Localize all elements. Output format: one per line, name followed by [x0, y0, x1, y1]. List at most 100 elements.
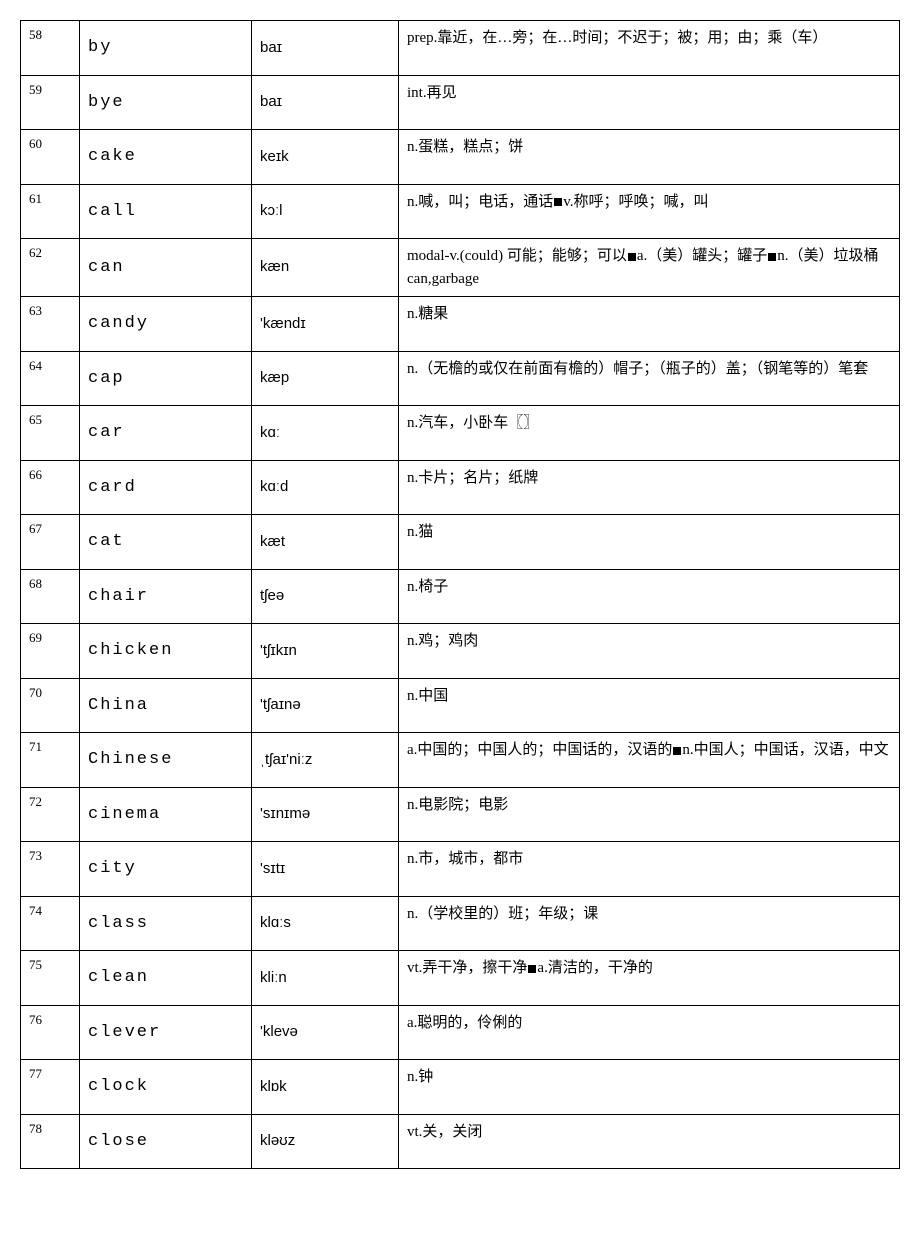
phonetic-cell: 'sɪtɪ	[252, 842, 399, 897]
phonetic-cell: kliːn	[252, 951, 399, 1006]
vocabulary-table-body: 58bybaɪprep.靠近，在…旁；在…时间；不迟于；被；用；由；乘（车）59…	[21, 21, 900, 1169]
row-number: 68	[21, 569, 80, 624]
definition-cell: n.卡片；名片；纸牌	[399, 460, 900, 515]
phonetic-cell: tʃeə	[252, 569, 399, 624]
definition-cell: n.汽车，小卧车〖〗	[399, 406, 900, 461]
table-row: 59byebaɪint.再见	[21, 75, 900, 130]
word-cell: call	[80, 184, 252, 239]
phonetic-cell: ˌtʃaɪ'niːz	[252, 733, 399, 788]
phonetic-cell: klɑːs	[252, 896, 399, 951]
row-number: 75	[21, 951, 80, 1006]
row-number: 63	[21, 297, 80, 352]
row-number: 69	[21, 624, 80, 679]
phonetic-cell: kæp	[252, 351, 399, 406]
phonetic-cell: 'klevə	[252, 1005, 399, 1060]
row-number: 73	[21, 842, 80, 897]
word-cell: chair	[80, 569, 252, 624]
definition-cell: n.蛋糕，糕点；饼	[399, 130, 900, 185]
word-cell: cinema	[80, 787, 252, 842]
table-row: 75cleankliːnvt.弄干净，擦干净a.清洁的，干净的	[21, 951, 900, 1006]
definition-cell: n.椅子	[399, 569, 900, 624]
word-cell: car	[80, 406, 252, 461]
phonetic-cell: kɑːd	[252, 460, 399, 515]
table-row: 63candy'kændɪn.糖果	[21, 297, 900, 352]
word-cell: Chinese	[80, 733, 252, 788]
phonetic-cell: 'kændɪ	[252, 297, 399, 352]
word-cell: can	[80, 239, 252, 297]
word-cell: close	[80, 1114, 252, 1169]
word-cell: by	[80, 21, 252, 76]
definition-cell: modal-v.(could) 可能；能够；可以a.（美）罐头；罐子n.（美）垃…	[399, 239, 900, 297]
row-number: 67	[21, 515, 80, 570]
table-row: 64capkæpn.（无檐的或仅在前面有檐的）帽子；（瓶子的）盖；（钢笔等的）笔…	[21, 351, 900, 406]
table-row: 67catkætn.猫	[21, 515, 900, 570]
row-number: 60	[21, 130, 80, 185]
phonetic-cell: klɒk	[252, 1060, 399, 1115]
row-number: 72	[21, 787, 80, 842]
definition-cell: a.聪明的，伶俐的	[399, 1005, 900, 1060]
table-row: 72cinema'sɪnɪmən.电影院；电影	[21, 787, 900, 842]
phonetic-cell: kləʊz	[252, 1114, 399, 1169]
phonetic-cell: kæt	[252, 515, 399, 570]
phonetic-cell: 'sɪnɪmə	[252, 787, 399, 842]
table-row: 78closekləʊzvt.关，关闭	[21, 1114, 900, 1169]
table-row: 74classklɑːsn.（学校里的）班；年级；课	[21, 896, 900, 951]
phonetic-cell: keɪk	[252, 130, 399, 185]
word-cell: card	[80, 460, 252, 515]
row-number: 78	[21, 1114, 80, 1169]
table-row: 65carkɑːn.汽车，小卧车〖〗	[21, 406, 900, 461]
definition-cell: n.猫	[399, 515, 900, 570]
row-number: 71	[21, 733, 80, 788]
definition-cell: vt.弄干净，擦干净a.清洁的，干净的	[399, 951, 900, 1006]
table-row: 76clever'klevəa.聪明的，伶俐的	[21, 1005, 900, 1060]
word-cell: clever	[80, 1005, 252, 1060]
row-number: 65	[21, 406, 80, 461]
row-number: 66	[21, 460, 80, 515]
definition-cell: n.钟	[399, 1060, 900, 1115]
table-row: 68chairtʃeən.椅子	[21, 569, 900, 624]
table-row: 62cankænmodal-v.(could) 可能；能够；可以a.（美）罐头；…	[21, 239, 900, 297]
table-row: 58bybaɪprep.靠近，在…旁；在…时间；不迟于；被；用；由；乘（车）	[21, 21, 900, 76]
word-cell: bye	[80, 75, 252, 130]
table-row: 61callkɔːln.喊，叫；电话，通话v.称呼；呼唤；喊，叫	[21, 184, 900, 239]
definition-cell: n.市，城市，都市	[399, 842, 900, 897]
phonetic-cell: baɪ	[252, 21, 399, 76]
definition-cell: n.喊，叫；电话，通话v.称呼；呼唤；喊，叫	[399, 184, 900, 239]
table-row: 77clockklɒkn.钟	[21, 1060, 900, 1115]
word-cell: China	[80, 678, 252, 733]
definition-cell: n.中国	[399, 678, 900, 733]
table-row: 69chicken'tʃɪkɪnn.鸡；鸡肉	[21, 624, 900, 679]
phonetic-cell: 'tʃaɪnə	[252, 678, 399, 733]
phonetic-cell: baɪ	[252, 75, 399, 130]
row-number: 70	[21, 678, 80, 733]
definition-cell: int.再见	[399, 75, 900, 130]
definition-cell: n.电影院；电影	[399, 787, 900, 842]
word-cell: candy	[80, 297, 252, 352]
phonetic-cell: kæn	[252, 239, 399, 297]
definition-cell: vt.关，关闭	[399, 1114, 900, 1169]
row-number: 77	[21, 1060, 80, 1115]
definition-cell: a.中国的；中国人的；中国话的，汉语的n.中国人；中国话，汉语，中文	[399, 733, 900, 788]
definition-cell: prep.靠近，在…旁；在…时间；不迟于；被；用；由；乘（车）	[399, 21, 900, 76]
word-cell: cap	[80, 351, 252, 406]
row-number: 64	[21, 351, 80, 406]
word-cell: city	[80, 842, 252, 897]
row-number: 62	[21, 239, 80, 297]
table-row: 66cardkɑːdn.卡片；名片；纸牌	[21, 460, 900, 515]
definition-cell: n.糖果	[399, 297, 900, 352]
definition-cell: n.鸡；鸡肉	[399, 624, 900, 679]
word-cell: clock	[80, 1060, 252, 1115]
word-cell: cake	[80, 130, 252, 185]
row-number: 58	[21, 21, 80, 76]
definition-cell: n.（无檐的或仅在前面有檐的）帽子；（瓶子的）盖；（钢笔等的）笔套	[399, 351, 900, 406]
row-number: 74	[21, 896, 80, 951]
row-number: 59	[21, 75, 80, 130]
table-row: 73city'sɪtɪn.市，城市，都市	[21, 842, 900, 897]
phonetic-cell: kɑː	[252, 406, 399, 461]
phonetic-cell: kɔːl	[252, 184, 399, 239]
row-number: 61	[21, 184, 80, 239]
word-cell: class	[80, 896, 252, 951]
word-cell: cat	[80, 515, 252, 570]
word-cell: chicken	[80, 624, 252, 679]
phonetic-cell: 'tʃɪkɪn	[252, 624, 399, 679]
